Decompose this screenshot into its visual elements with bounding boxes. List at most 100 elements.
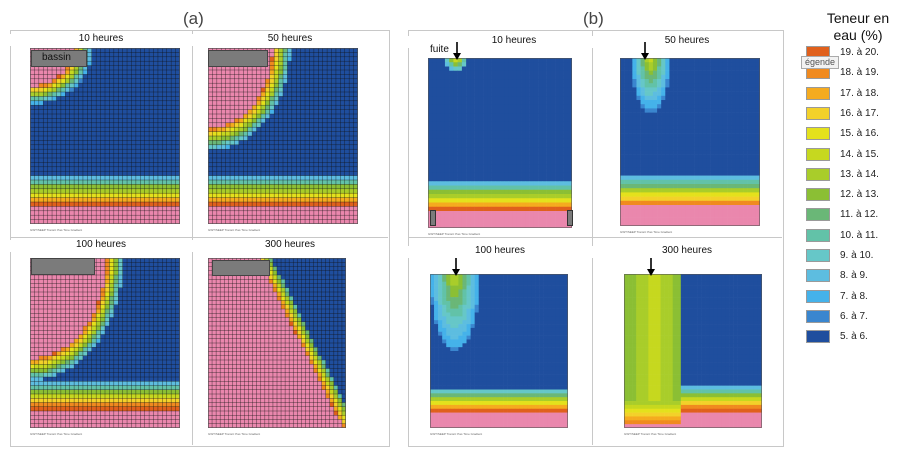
heatmap-cell	[331, 219, 337, 224]
heatmap-cell	[335, 61, 341, 66]
heatmap-cell	[135, 136, 141, 141]
heatmap-cell	[208, 296, 213, 301]
heatmap-cell	[274, 78, 279, 84]
heatmap-cell	[238, 180, 244, 185]
heatmap-cell	[265, 202, 271, 207]
heatmap-cell	[47, 330, 53, 335]
heatmap-cell	[252, 70, 257, 75]
heatmap-cell	[287, 52, 293, 58]
heatmap-cell	[87, 377, 93, 382]
heatmap-cell	[333, 270, 339, 276]
heatmap-cell	[96, 360, 101, 365]
heatmap-cell	[135, 122, 141, 128]
heatmap-cell	[265, 127, 271, 132]
heatmap-cell	[78, 304, 84, 310]
heatmap-cell	[96, 317, 101, 323]
heatmap-cell	[38, 364, 44, 369]
heatmap-cell	[43, 275, 48, 280]
heatmap-cell	[135, 114, 141, 119]
heatmap-cell	[175, 158, 180, 163]
heatmap-cell	[157, 92, 163, 97]
heatmap-cell	[248, 317, 253, 323]
heatmap-cell	[256, 153, 262, 159]
heatmap-cell	[78, 65, 84, 71]
heatmap-cell	[60, 114, 66, 119]
heatmap-cell	[212, 96, 218, 102]
heatmap-cell	[300, 193, 306, 198]
heatmap-cell	[256, 127, 262, 132]
heatmap-cell	[293, 275, 298, 280]
heatmap-cell	[349, 166, 354, 172]
heatmap-cell	[171, 109, 176, 115]
heatmap-cell	[135, 287, 141, 293]
heatmap-cell	[234, 149, 240, 154]
heatmap-cell	[344, 96, 350, 102]
heatmap-cell	[69, 136, 75, 141]
heatmap-cell	[69, 74, 75, 80]
heatmap-cell	[322, 96, 328, 102]
heatmap-cell	[47, 283, 53, 289]
heatmap-cell	[325, 292, 331, 297]
heatmap-cell	[162, 122, 168, 128]
heatmap-cell	[140, 202, 145, 207]
heatmap-cell	[65, 279, 70, 284]
heatmap-cell	[318, 210, 323, 216]
heatmap-cell	[293, 262, 298, 267]
heatmap-cell	[296, 206, 301, 212]
heatmap-cell	[208, 300, 213, 306]
heatmap-cell	[305, 127, 310, 132]
heatmap-cell	[264, 283, 270, 289]
heatmap-cell	[118, 389, 123, 395]
heatmap-cell	[221, 184, 226, 190]
heatmap-cell	[127, 334, 132, 340]
heatmap-cell	[322, 109, 328, 115]
heatmap-cell	[230, 140, 235, 146]
heatmap-cell	[118, 377, 123, 382]
heatmap-cell	[252, 109, 257, 115]
heatmap-cell	[135, 153, 141, 159]
heatmap-cell	[91, 394, 97, 399]
heatmap-cell	[43, 92, 48, 97]
heatmap-cell	[96, 266, 101, 272]
heatmap-cell	[74, 140, 79, 146]
heatmap-cell	[135, 279, 141, 284]
heatmap-cell	[60, 347, 66, 352]
heatmap-cell	[216, 334, 221, 340]
heatmap-cell	[208, 83, 213, 88]
heatmap-cell	[216, 300, 221, 306]
heatmap-cell	[122, 385, 128, 391]
heatmap-cell	[243, 166, 248, 172]
heatmap-cell	[300, 56, 306, 62]
heatmap-cell	[153, 140, 159, 146]
heatmap-cell	[277, 300, 282, 306]
heatmap-cell	[109, 210, 115, 216]
heatmap-cell	[91, 118, 97, 124]
heatmap-cell	[248, 287, 253, 293]
heatmap-cell	[287, 92, 293, 97]
heatmap-cell	[127, 105, 132, 110]
heatmap-cell	[353, 83, 358, 88]
heatmap-cell	[232, 283, 237, 289]
heatmap-cell	[260, 279, 266, 284]
heatmap-cell	[171, 338, 176, 344]
heatmap-cell	[43, 309, 48, 314]
heatmap-cell	[208, 304, 213, 310]
heatmap-cell	[171, 351, 176, 357]
heatmap-cell	[234, 202, 240, 207]
heatmap-cell	[82, 347, 88, 352]
heatmap-cell	[30, 149, 35, 154]
heatmap-cell	[264, 317, 270, 323]
heatmap-cell	[283, 65, 288, 71]
heatmap-cell	[34, 83, 40, 88]
heatmap-cell	[278, 171, 284, 176]
heatmap-cell	[43, 402, 48, 408]
heatmap-cell	[30, 419, 35, 425]
heatmap-cell	[153, 74, 159, 80]
heatmap-cell	[118, 304, 123, 310]
heatmap-cell	[144, 193, 150, 198]
heatmap-cell	[216, 78, 222, 84]
heatmap-cell	[113, 360, 119, 365]
heatmap-cell	[175, 184, 180, 190]
heatmap-cell	[144, 389, 150, 395]
heatmap-cell	[96, 158, 101, 163]
